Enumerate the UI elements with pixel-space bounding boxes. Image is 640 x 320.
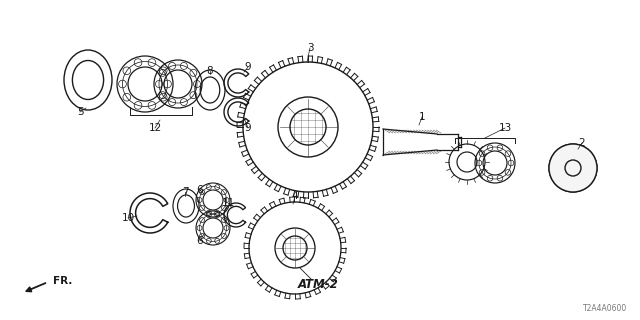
Text: ATM-2: ATM-2	[298, 277, 339, 291]
Text: FR.: FR.	[53, 276, 72, 286]
Text: 9: 9	[244, 123, 252, 133]
Circle shape	[549, 144, 597, 192]
Text: 11: 11	[221, 198, 235, 208]
Text: 5: 5	[77, 107, 83, 117]
Text: 6: 6	[196, 185, 204, 195]
Text: 4: 4	[292, 191, 298, 201]
Text: 13: 13	[499, 123, 511, 133]
Text: 6: 6	[196, 236, 204, 246]
Text: 1: 1	[419, 112, 426, 122]
Text: 3: 3	[307, 43, 314, 53]
Text: 7: 7	[182, 187, 188, 197]
Text: T2A4A0600: T2A4A0600	[583, 304, 627, 313]
Text: 2: 2	[579, 138, 586, 148]
Text: 12: 12	[148, 123, 162, 133]
Text: 8: 8	[207, 66, 213, 76]
Text: 10: 10	[122, 213, 134, 223]
Text: 9: 9	[244, 62, 252, 72]
